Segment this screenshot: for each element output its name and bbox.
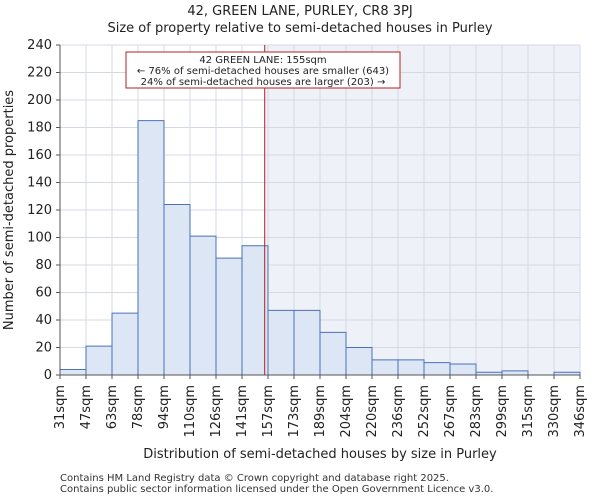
x-tick-label: 110sqm xyxy=(183,385,198,438)
x-tick-label: 252sqm xyxy=(417,385,432,438)
x-tick-label: 141sqm xyxy=(235,385,250,438)
y-tick-label: 180 xyxy=(27,121,52,136)
x-tick-label: 47sqm xyxy=(79,385,94,429)
y-tick-label: 100 xyxy=(27,231,52,246)
y-tick-label: 80 xyxy=(35,258,52,273)
annotation-box xyxy=(125,51,401,89)
annotation-larger: 24% of semi-detached houses are larger (… xyxy=(141,77,386,88)
annotation-smaller: ← 76% of semi-detached houses are smalle… xyxy=(137,66,389,77)
histogram-bar xyxy=(137,120,165,376)
histogram-bar xyxy=(241,245,269,376)
histogram-bar xyxy=(397,359,425,376)
x-tick-label: 94sqm xyxy=(157,385,172,429)
histogram-bar xyxy=(189,235,217,376)
x-tick-label: 173sqm xyxy=(287,385,302,438)
x-tick-label: 189sqm xyxy=(313,385,328,438)
y-tick-label: 120 xyxy=(27,203,52,218)
y-tick-label: 160 xyxy=(27,148,52,163)
x-tick-label: 204sqm xyxy=(339,385,354,438)
y-tick-label: 140 xyxy=(27,176,52,191)
histogram-bar xyxy=(423,362,451,376)
histogram-bar xyxy=(371,359,399,376)
x-tick-label: 236sqm xyxy=(391,385,406,438)
y-tick-label: 20 xyxy=(35,341,52,356)
y-tick-label: 200 xyxy=(27,93,52,108)
x-tick-label: 315sqm xyxy=(521,385,536,438)
histogram-bar xyxy=(59,369,87,376)
chart-title: 42, GREEN LANE, PURLEY, CR8 3PJ xyxy=(187,4,413,19)
histogram-bar xyxy=(449,363,477,376)
histogram-bar xyxy=(267,309,295,376)
histogram-bar xyxy=(293,309,321,376)
y-axis-label: Number of semi-detached properties xyxy=(2,90,17,330)
annotation-title: 42 GREEN LANE: 155sqm xyxy=(199,55,326,66)
x-tick-label: 126sqm xyxy=(209,385,224,438)
x-tick-label: 157sqm xyxy=(261,385,276,438)
x-tick-label: 267sqm xyxy=(443,385,458,438)
x-tick-label: 78sqm xyxy=(131,385,146,429)
x-tick-label: 283sqm xyxy=(469,385,484,438)
histogram-bar xyxy=(345,347,373,376)
histogram-bar xyxy=(85,345,113,376)
histogram-bar xyxy=(319,331,347,376)
x-tick-label: 31sqm xyxy=(53,385,68,429)
histogram-bar xyxy=(163,204,191,376)
x-axis-label: Distribution of semi-detached houses by … xyxy=(143,447,497,462)
histogram-bar xyxy=(501,370,529,376)
x-tick-label: 299sqm xyxy=(495,385,510,438)
x-tick-label: 63sqm xyxy=(105,385,120,429)
footer-copyright: Contains HM Land Registry data © Crown c… xyxy=(60,473,449,484)
chart-subtitle: Size of property relative to semi-detach… xyxy=(107,21,493,36)
histogram-bar xyxy=(215,257,243,376)
y-tick-label: 220 xyxy=(27,66,52,81)
x-tick-label: 220sqm xyxy=(365,385,380,438)
y-tick-label: 40 xyxy=(35,313,52,328)
y-tick-label: 240 xyxy=(27,38,52,53)
x-tick-label: 330sqm xyxy=(547,385,562,438)
footer-licence: Contains public sector information licen… xyxy=(60,484,494,495)
histogram-bar xyxy=(111,312,139,376)
y-tick-label: 60 xyxy=(35,286,52,301)
x-tick-label: 346sqm xyxy=(573,385,588,438)
y-tick-label: 0 xyxy=(44,368,52,383)
